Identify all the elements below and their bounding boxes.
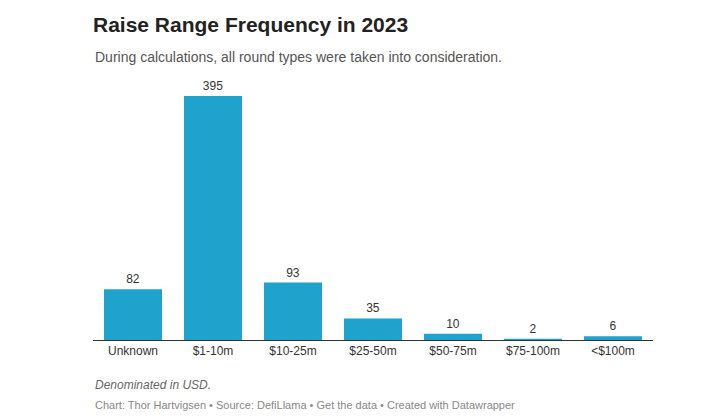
svg-text:82: 82 xyxy=(126,272,140,286)
svg-text:395: 395 xyxy=(203,79,223,93)
svg-text:$50-75m: $50-75m xyxy=(429,344,476,358)
svg-text:Chart: Thor Hartvigsen • Sourc: Chart: Thor Hartvigsen • Source: DefiLla… xyxy=(95,399,515,411)
svg-text:During calculations, all round: During calculations, all round types wer… xyxy=(95,49,502,65)
svg-text:$10-25m: $10-25m xyxy=(269,344,316,358)
svg-text:Raise Range Frequency in 2023: Raise Range Frequency in 2023 xyxy=(93,13,408,36)
svg-text:2: 2 xyxy=(530,322,537,336)
svg-text:Unknown: Unknown xyxy=(108,344,158,358)
svg-text:$1-10m: $1-10m xyxy=(193,344,234,358)
svg-text:10: 10 xyxy=(446,317,460,331)
svg-text:35: 35 xyxy=(366,301,380,315)
svg-text:$75-100m: $75-100m xyxy=(506,344,560,358)
svg-text:$25-50m: $25-50m xyxy=(349,344,396,358)
svg-text:Denominated in USD.: Denominated in USD. xyxy=(95,378,211,392)
svg-text:93: 93 xyxy=(286,266,300,280)
svg-text:6: 6 xyxy=(610,319,617,333)
svg-text:<$100m: <$100m xyxy=(591,344,635,358)
